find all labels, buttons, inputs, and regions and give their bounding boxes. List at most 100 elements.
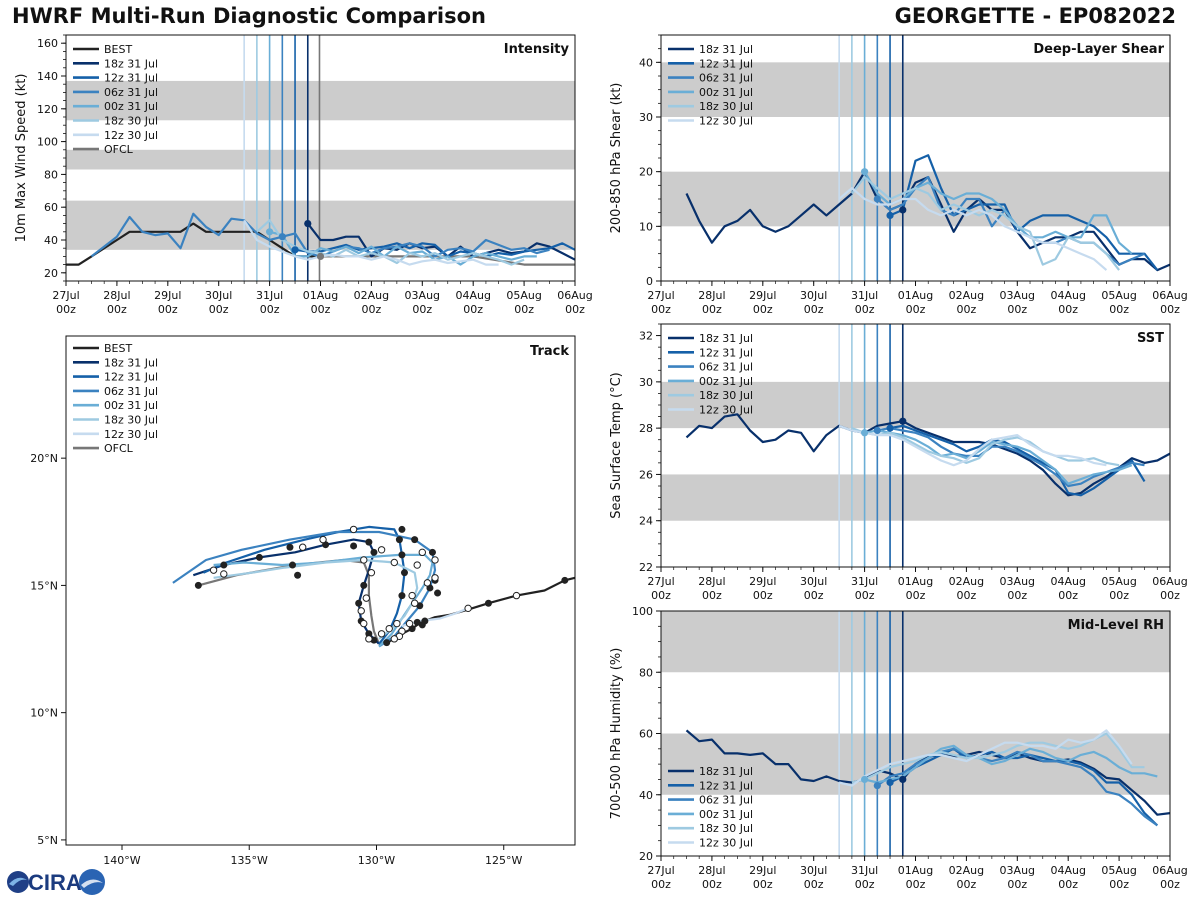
sst-series-run_12z31 [889, 424, 1146, 497]
track-open-marker [385, 624, 393, 633]
panel-intensity: 2040608010012014016027Jul00z28Jul00z29Ju… [14, 34, 593, 316]
track-open-marker [367, 568, 376, 577]
rh-xtick-hour: 00z [1160, 878, 1180, 891]
track-position-marker [355, 599, 363, 607]
shear-legend-label: 00z 31 Jul [699, 86, 753, 99]
intensity-ytick-label: 40 [44, 234, 58, 247]
shear-xtick-hour: 00z [651, 303, 671, 316]
shear-xtick-hour: 00z [906, 303, 926, 316]
track-open-marker [357, 607, 365, 615]
sst-marker [899, 417, 907, 425]
sst-xtick-hour: 00z [1160, 589, 1180, 602]
track-open-marker [408, 591, 416, 600]
track-open-marker [413, 561, 421, 569]
track-open-marker [319, 535, 327, 544]
rh-legend-label: 06z 31 Jul [699, 794, 753, 807]
shear-ytick-label: 20 [639, 166, 653, 179]
shear-xtick-date: 05Aug [1101, 289, 1136, 302]
shear-legend-label: 18z 30 Jul [699, 100, 753, 113]
intensity-xtick-date: 06Aug [557, 289, 592, 302]
sst-band [661, 381, 1170, 429]
sst-legend-label: 12z 30 Jul [699, 404, 753, 417]
track-open-marker [360, 556, 368, 564]
shear-marker [899, 206, 907, 214]
sst-xtick-hour: 00z [651, 589, 671, 602]
rh-xtick-hour: 00z [804, 878, 824, 891]
track-xtick-label: 135°W [231, 854, 268, 867]
track-open-marker [405, 619, 414, 628]
track-legend-label: 18z 30 Jul [104, 414, 158, 427]
shear-series-run_12z31 [889, 154, 1159, 271]
sst-xtick-hour: 00z [702, 589, 722, 602]
track-position-marker [398, 551, 406, 559]
sst-legend-label: 18z 31 Jul [699, 332, 753, 345]
intensity-xtick-date: 02Aug [354, 289, 389, 302]
intensity-xtick-date: 27Jul [52, 289, 79, 302]
sst-series-run_18z30 [851, 427, 1120, 467]
shear-ytick-label: 40 [639, 56, 653, 69]
intensity-marker [304, 220, 312, 228]
rh-xtick-date: 01Aug [898, 864, 933, 877]
figure-title: HWRF Multi-Run Diagnostic Comparison [12, 4, 487, 28]
rh-xtick-hour: 00z [1109, 878, 1129, 891]
rh-marker [886, 778, 894, 787]
sst-xtick-date: 05Aug [1101, 575, 1136, 588]
sst-xtick-hour: 00z [1058, 589, 1078, 602]
shear-marker [861, 168, 869, 176]
shear-xtick-date: 03Aug [1000, 289, 1035, 302]
rh-series-run_12z31 [889, 747, 1159, 827]
sst-xtick-date: 01Aug [898, 575, 933, 588]
shear-xtick-hour: 00z [1160, 303, 1180, 316]
intensity-ytick-label: 60 [44, 201, 58, 214]
sst-series-run_06z31 [877, 427, 1145, 488]
cira-globe-swirl [9, 877, 27, 886]
shear-xtick-hour: 00z [1109, 303, 1129, 316]
track-ytick-label: 15°N [30, 579, 58, 592]
rh-legend-label: 00z 31 Jul [699, 808, 753, 821]
track-open-marker [377, 546, 386, 554]
sst-ytick-label: 30 [639, 376, 653, 389]
track-position-marker [484, 599, 492, 607]
rh-xtick-date: 03Aug [1000, 864, 1035, 877]
rh-legend-label: 18z 30 Jul [699, 822, 753, 835]
intensity-legend-label: BEST [104, 43, 132, 56]
sst-marker [886, 424, 894, 432]
track-position-marker [365, 630, 373, 638]
track-position-marker [365, 538, 373, 546]
sst-xtick-hour: 00z [855, 589, 875, 602]
sst-xtick-date: 28Jul [698, 575, 725, 588]
rh-xtick-hour: 00z [957, 878, 977, 891]
intensity-xtick-hour: 00z [260, 303, 280, 316]
rh-marker [861, 775, 869, 784]
track-position-marker [398, 592, 406, 600]
track-legend-label: 12z 31 Jul [104, 371, 158, 384]
sst-xtick-hour: 00z [957, 589, 977, 602]
shear-marker [886, 211, 894, 219]
track-position-marker [220, 561, 228, 569]
sst-ytick-label: 24 [639, 515, 653, 528]
rh-ytick-label: 20 [639, 850, 653, 863]
cira-logo: CIRA [7, 869, 105, 895]
intensity-series-run_18z30 [256, 219, 525, 266]
track-series-run_06z31 [172, 530, 437, 648]
intensity-xtick-hour: 00z [107, 303, 127, 316]
intensity-legend-label: OFCL [104, 143, 134, 156]
shear-xtick-date: 04Aug [1050, 289, 1085, 302]
panel-shear: 01020304027Jul00z28Jul00z29Jul00z30Jul00… [609, 34, 1188, 316]
track-position-marker [370, 548, 378, 556]
shear-xtick-date: 28Jul [698, 289, 725, 302]
shear-xtick-date: 02Aug [949, 289, 984, 302]
sst-xtick-hour: 00z [1007, 589, 1027, 602]
intensity-xtick-hour: 00z [209, 303, 229, 316]
track-open-marker [418, 548, 426, 557]
intensity-marker [266, 228, 274, 236]
shear-marker [873, 195, 881, 203]
shear-legend-label: 12z 31 Jul [699, 57, 753, 70]
shear-legend-label: 18z 31 Jul [699, 43, 753, 56]
rh-ylabel: 700-500 hPa Humidity (%) [609, 648, 624, 820]
intensity-xtick-hour: 00z [565, 303, 585, 316]
intensity-series-best [66, 222, 321, 266]
sst-legend-label: 18z 30 Jul [699, 389, 753, 402]
track-position-marker [395, 536, 403, 544]
track-open-marker [349, 525, 358, 534]
